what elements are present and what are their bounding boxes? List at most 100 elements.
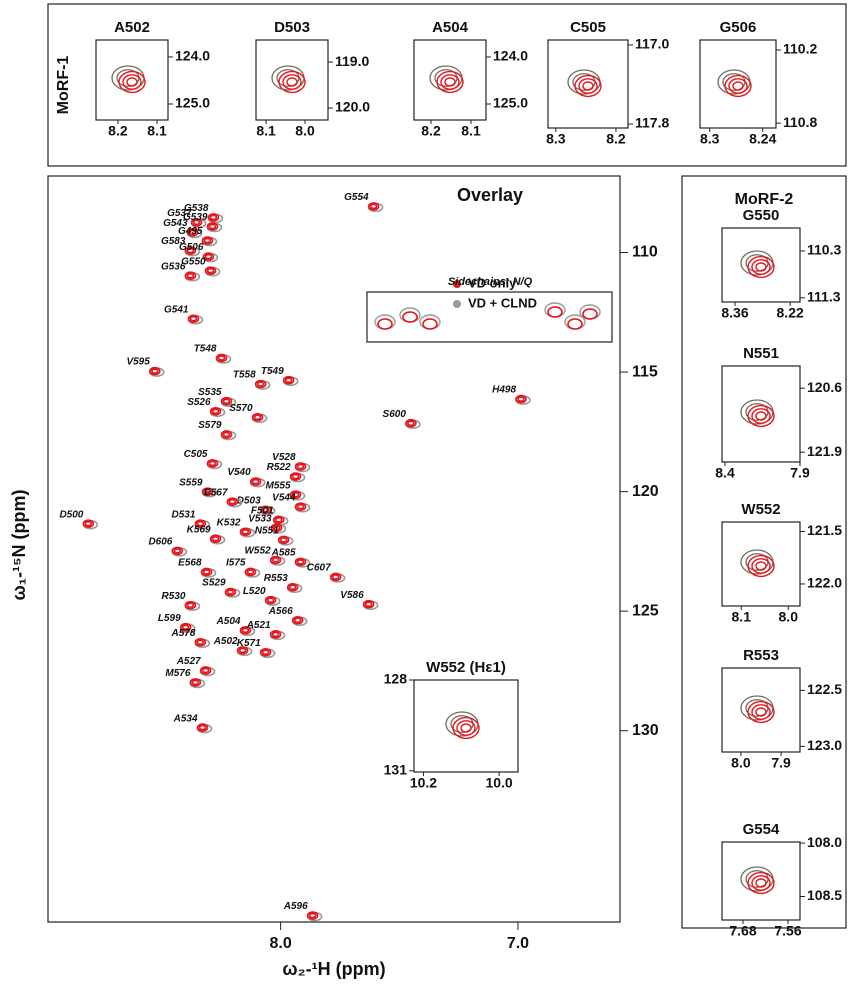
inset-title: G506 <box>720 19 757 36</box>
peak <box>245 568 259 577</box>
peak <box>256 381 270 390</box>
x-tick-label: 8.0 <box>295 123 315 139</box>
inset-frame <box>722 366 800 462</box>
peak-label: S529 <box>202 578 226 589</box>
inset-title: Sidechains: N/Q <box>448 276 533 288</box>
y-tick-label: 128 <box>384 671 408 687</box>
peak <box>279 536 293 545</box>
x-tick-label: 8.3 <box>546 131 566 147</box>
inset-frame <box>548 40 628 128</box>
peak-label: C505 <box>184 449 208 460</box>
y-tick-label: 131 <box>384 761 408 777</box>
peak-label: T548 <box>194 344 217 355</box>
x-tick-label: 8.3 <box>700 131 720 147</box>
peak-label: G506 <box>179 242 204 253</box>
peak-label: S559 <box>179 477 203 488</box>
peak <box>253 414 267 423</box>
contour <box>403 312 417 322</box>
peak-label: V586 <box>340 590 364 601</box>
x-tick-label: 8.36 <box>721 305 748 321</box>
y-tick-label: 125.0 <box>493 95 528 111</box>
peak-label: R530 <box>162 591 186 602</box>
peak <box>185 602 199 611</box>
peak <box>516 396 530 405</box>
peak <box>226 589 240 598</box>
peak-label: A502 <box>213 636 238 647</box>
peak <box>211 535 225 544</box>
peak-label: A521 <box>246 620 271 631</box>
x-axis-label: ω₂-¹H (ppm) <box>282 959 385 979</box>
peak <box>202 237 216 246</box>
y-tick-label: 130 <box>632 722 659 739</box>
x-tick-label: 7.9 <box>790 465 810 481</box>
peak <box>271 631 285 640</box>
peak <box>211 408 225 417</box>
peak <box>331 573 345 582</box>
inset-frame <box>722 228 800 302</box>
x-tick-label: 7.56 <box>774 923 801 939</box>
peak-label: V533 <box>248 513 272 524</box>
peak-label: H498 <box>492 385 516 396</box>
inset-frame <box>722 522 800 606</box>
peak-label: A504 <box>216 616 241 627</box>
contour <box>756 412 766 420</box>
inset-title: W552 <box>741 501 780 518</box>
y-tick-label: 122.0 <box>807 575 842 591</box>
y-tick-label: 121.5 <box>807 522 842 538</box>
peak-label: K532 <box>217 517 241 528</box>
peak-label: C607 <box>307 563 331 574</box>
y-tick-label: 123.0 <box>807 737 842 753</box>
peak-label: L520 <box>243 586 266 597</box>
inset-title: A502 <box>114 19 150 36</box>
peak-label: A578 <box>170 628 195 639</box>
y-tick-label: 115 <box>632 363 658 380</box>
peak <box>207 460 221 469</box>
peak-label: L599 <box>158 613 181 624</box>
inset-frame <box>256 40 328 120</box>
peak <box>266 597 280 606</box>
x-tick-label: 7.9 <box>771 755 791 771</box>
peak-label: N551 <box>255 526 279 537</box>
peak-label: M555 <box>266 480 291 491</box>
peak <box>216 354 230 363</box>
x-tick-label: 8.2 <box>606 131 626 147</box>
y-tick-label: 120.0 <box>335 99 370 115</box>
peak <box>185 272 199 281</box>
peak-label: E567 <box>204 487 228 498</box>
y-tick-label: 111.3 <box>807 288 841 304</box>
peak <box>207 223 221 232</box>
peak-label: D606 <box>148 537 172 548</box>
peak <box>198 724 212 733</box>
peak <box>296 503 310 512</box>
contour <box>756 263 766 271</box>
peak-label: A566 <box>268 606 293 617</box>
contour <box>127 78 137 86</box>
inset-title: N551 <box>743 345 779 362</box>
peak-label: S579 <box>198 420 222 431</box>
inset-frame <box>414 680 518 772</box>
peak <box>195 639 209 648</box>
peak-label: G554 <box>344 192 369 203</box>
peak-label: S600 <box>383 409 407 420</box>
inset-frame <box>96 40 168 120</box>
inset-title: R553 <box>743 647 779 664</box>
peak <box>293 617 307 626</box>
contour <box>756 879 766 887</box>
contour <box>423 319 437 329</box>
peak-label: G550 <box>181 256 206 267</box>
x-tick-label: 10.0 <box>485 775 512 791</box>
inset-title: C505 <box>570 19 606 36</box>
y-tick-label: 125.0 <box>175 95 210 111</box>
peak <box>369 203 383 212</box>
x-tick-label: 8.0 <box>779 609 799 625</box>
contour <box>461 724 471 732</box>
peak-label: G541 <box>164 304 189 315</box>
contour <box>548 307 562 317</box>
peak <box>188 315 202 324</box>
x-tick-label: 8.24 <box>749 131 776 147</box>
x-tick-label: 8.1 <box>732 609 752 625</box>
x-tick-label: 7.68 <box>729 923 756 939</box>
inset-frame <box>700 40 776 128</box>
y-tick-label: 125 <box>632 602 659 619</box>
y-tick-label: 122.5 <box>807 681 842 697</box>
